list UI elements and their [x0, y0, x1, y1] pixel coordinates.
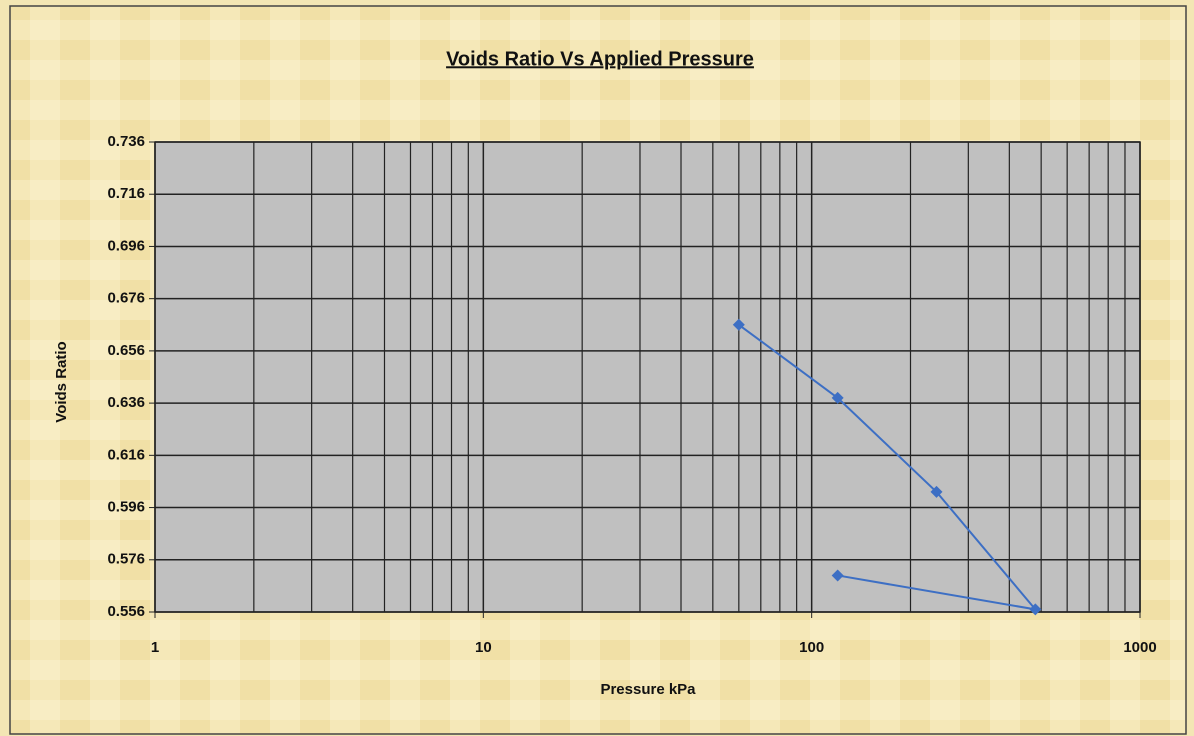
x-tick-label: 100 [799, 639, 824, 656]
y-tick-label: 0.616 [107, 446, 145, 463]
data-point [732, 318, 745, 331]
y-tick-label: 0.696 [107, 237, 145, 254]
chart-title: Voids Ratio Vs Applied Pressure [446, 48, 754, 70]
y-tick-label: 0.636 [107, 394, 145, 411]
plot-area [155, 142, 1140, 612]
x-tick-label: 1 [151, 639, 159, 656]
data-point [831, 569, 844, 582]
y-tick-label: 0.556 [107, 603, 145, 620]
x-tick-label: 1000 [1123, 639, 1156, 656]
y-tick-label: 0.716 [107, 185, 145, 202]
y-tick-label: 0.576 [107, 551, 145, 568]
data-point [1029, 603, 1042, 616]
x-axis-label: Pressure kPa [600, 681, 696, 698]
x-tick-label: 10 [475, 639, 492, 656]
y-tick-label: 0.736 [107, 133, 145, 150]
y-tick-label: 0.596 [107, 499, 145, 516]
data-point [831, 391, 844, 404]
data-point [930, 485, 943, 498]
y-tick-label: 0.676 [107, 290, 145, 307]
y-axis-label: Voids Ratio [53, 341, 70, 422]
plot-border [154, 141, 1141, 613]
y-tick-label: 0.656 [107, 342, 145, 359]
